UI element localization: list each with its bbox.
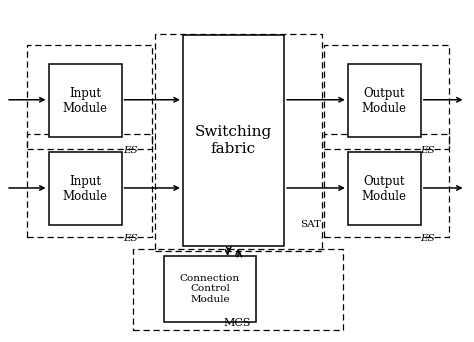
Bar (183, 35, 284, 246)
Bar (164, 256, 256, 322)
Text: Input
Module: Input Module (63, 175, 108, 203)
Bar (324, 45, 449, 149)
Bar (155, 34, 322, 251)
Text: ES: ES (123, 234, 138, 243)
Text: Output
Module: Output Module (362, 175, 407, 203)
Text: MCS: MCS (223, 318, 251, 328)
Bar (48, 152, 121, 225)
Text: Input
Module: Input Module (63, 87, 108, 115)
Bar (27, 45, 152, 149)
Text: Connection
Control
Module: Connection Control Module (180, 274, 240, 304)
Bar (348, 152, 421, 225)
Bar (27, 134, 152, 237)
Text: Output
Module: Output Module (362, 87, 407, 115)
Bar (48, 64, 121, 137)
Text: ES: ES (123, 146, 138, 155)
Text: SAT: SAT (301, 220, 322, 229)
Text: ES: ES (420, 146, 435, 155)
Bar (133, 249, 343, 330)
Text: ES: ES (420, 234, 435, 243)
Text: Switching
fabric: Switching fabric (195, 126, 272, 156)
Bar (348, 64, 421, 137)
Bar (324, 134, 449, 237)
